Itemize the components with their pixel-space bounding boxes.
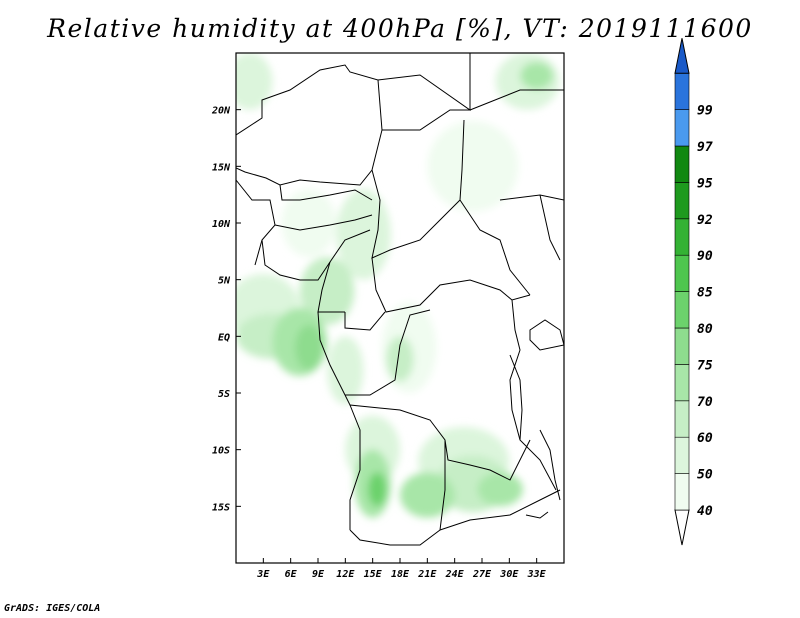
humidity-patch — [427, 121, 519, 212]
colorbar-segment — [674, 218, 690, 256]
x-tick-label: 6E — [285, 569, 298, 580]
colorbar-segment — [674, 400, 690, 438]
humidity-patch — [281, 189, 337, 257]
humidity-patch — [336, 189, 391, 280]
colorbar-label: 92 — [697, 213, 713, 228]
x-tick-label: 12E — [336, 569, 355, 580]
y-tick-label: 5S — [218, 389, 230, 400]
humidity-patch — [236, 53, 273, 110]
humidity-patch — [400, 472, 455, 518]
colorbar-label: 97 — [697, 140, 713, 155]
colorbar-label: 60 — [697, 431, 713, 446]
x-tick-label: 33E — [527, 569, 547, 580]
colorbar-label: 70 — [697, 395, 713, 410]
x-tick-label: 27E — [472, 569, 492, 580]
colorbar-segment — [674, 291, 690, 329]
colorbar-segment — [674, 327, 690, 365]
grads-credit: GrADS: IGES/COLA — [4, 603, 101, 614]
colorbar-label: 80 — [697, 322, 713, 337]
y-tick-label: 10S — [212, 446, 230, 457]
y-tick-label: 5N — [218, 276, 231, 287]
x-tick-label: 18E — [391, 569, 410, 580]
colorbar-top-arrow — [674, 38, 690, 74]
colorbar-segment — [674, 72, 690, 110]
colorbar-label: 85 — [697, 286, 713, 301]
chart-title: Relative humidity at 400hPa [%], VT: 201… — [47, 14, 753, 43]
colorbar-label: 99 — [697, 104, 713, 119]
humidity-patch — [386, 336, 414, 382]
colorbar: 40 50 60 70 75 80 85 90 92 95 97 99 — [674, 38, 713, 546]
x-tick-label: 9E — [312, 569, 325, 580]
colorbar-segment — [674, 436, 690, 474]
y-tick-label: 15N — [212, 162, 231, 173]
y-axis-ticks: 20N 15N 10N 5N EQ 5S 10S 15S — [211, 106, 241, 513]
x-tick-label: 30E — [499, 569, 519, 580]
humidity-patch — [295, 325, 323, 371]
humidity-shading — [236, 53, 560, 518]
colorbar-label: 95 — [697, 176, 713, 191]
colorbar-label: 50 — [697, 468, 713, 483]
y-tick-label: 10N — [212, 219, 231, 230]
y-tick-label: EQ — [218, 332, 230, 343]
colorbar-label: 75 — [697, 358, 713, 373]
colorbar-bottom-arrow — [674, 509, 690, 546]
y-tick-label: 15S — [212, 502, 230, 513]
humidity-patch — [477, 472, 523, 507]
x-axis-ticks: 3E 6E 9E 12E 15E 18E 21E 24E 27E 30E 33E — [256, 558, 547, 580]
colorbar-segment — [674, 364, 690, 402]
colorbar-label: 90 — [697, 249, 713, 264]
humidity-patch — [327, 336, 364, 405]
colorbar-segment — [674, 473, 690, 511]
x-tick-label: 3E — [256, 569, 270, 580]
x-tick-label: 15E — [364, 569, 383, 580]
x-tick-label: 24E — [445, 569, 465, 580]
colorbar-segment — [674, 254, 690, 292]
country-borders — [236, 53, 564, 546]
colorbar-label: 40 — [697, 504, 713, 519]
colorbar-segment — [674, 145, 690, 183]
y-tick-label: 20N — [211, 106, 231, 117]
colorbar-segment — [674, 182, 690, 220]
colorbar-segment — [674, 109, 690, 147]
x-tick-label: 21E — [417, 569, 437, 580]
humidity-patch — [368, 472, 387, 507]
humidity-patch — [520, 62, 554, 90]
humidity-patch — [299, 257, 355, 325]
